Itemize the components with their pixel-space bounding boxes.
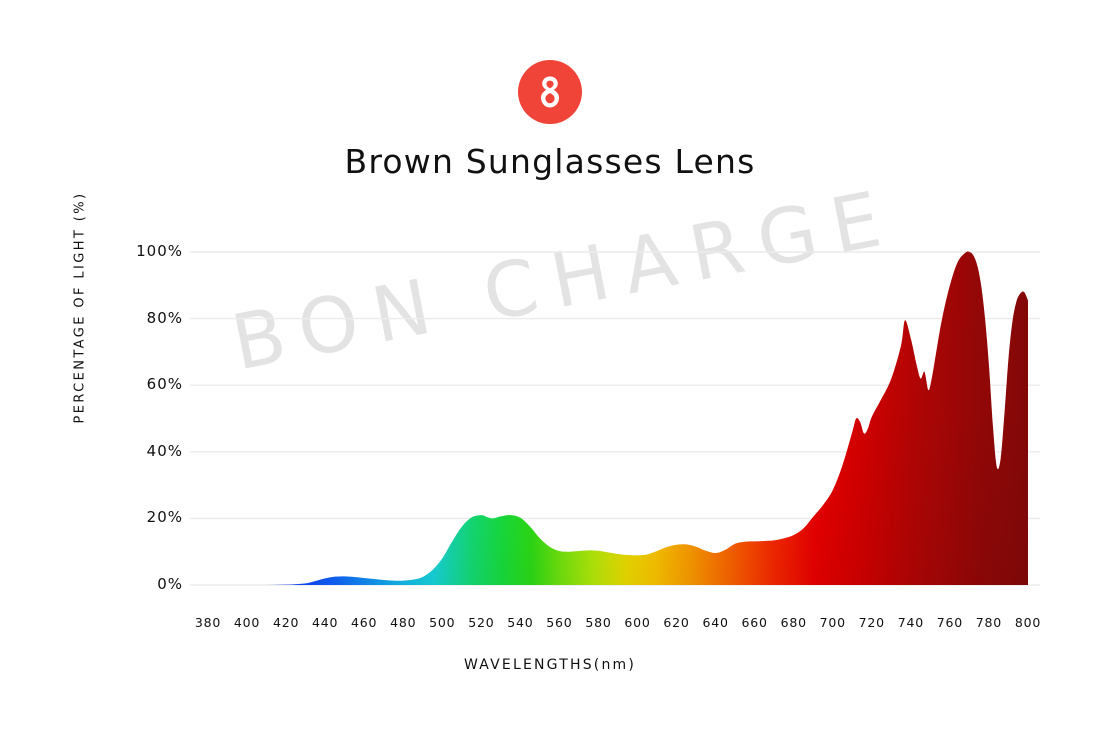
x-tick-label: 640	[702, 615, 729, 630]
x-tick-label: 500	[429, 615, 456, 630]
y-tick-label: 0%	[157, 575, 183, 593]
x-tick-label: 600	[624, 615, 651, 630]
x-tick-label: 740	[897, 615, 924, 630]
x-tick-label: 620	[663, 615, 690, 630]
y-tick-label: 40%	[146, 441, 183, 460]
x-tick-label: 460	[351, 615, 378, 630]
x-tick-label: 700	[819, 615, 846, 630]
x-tick-label: 760	[936, 615, 964, 630]
x-tick-label: 560	[546, 615, 573, 630]
y-tick-label: 60%	[146, 375, 183, 394]
x-tick-label: 580	[585, 615, 612, 630]
y-tick-label: 80%	[146, 308, 183, 327]
x-tick-label: 380	[194, 615, 222, 630]
x-tick-label: 660	[741, 615, 768, 630]
x-tick-label: 680	[780, 615, 807, 630]
x-tick-label: 720	[858, 615, 885, 630]
x-tick-label: 400	[233, 615, 261, 630]
x-tick-label: 480	[390, 615, 417, 630]
x-tick-label: 540	[507, 615, 534, 630]
y-tick-label: 100%	[136, 242, 183, 260]
x-tick-label: 780	[975, 615, 1003, 630]
y-axis-title: PERCENTAGE OF LIGHT (%)	[72, 191, 88, 424]
bon-charge-logo-icon	[518, 60, 582, 124]
x-axis-title: WAVELENGTHS(nm)	[463, 657, 637, 673]
brand-logo	[0, 60, 1100, 124]
y-tick-label: 20%	[146, 508, 183, 527]
x-tick-label: 440	[312, 615, 339, 630]
x-tick-label: 800	[1014, 615, 1042, 630]
x-tick-label: 520	[468, 615, 495, 630]
page-title: Brown Sunglasses Lens	[344, 142, 756, 181]
x-tick-label: 420	[272, 615, 300, 630]
